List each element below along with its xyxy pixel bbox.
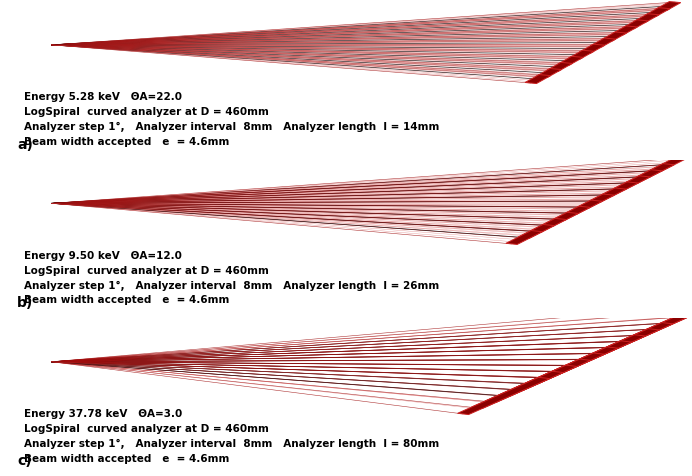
Bar: [650, 158, 686, 172]
Bar: [540, 341, 632, 378]
Bar: [568, 51, 594, 60]
Bar: [594, 317, 686, 354]
Text: Analyzer step 1°,   Analyzer interval  8mm   Analyzer length  l = 14mm: Analyzer step 1°, Analyzer interval 8mm …: [24, 122, 439, 132]
Bar: [518, 225, 554, 239]
Bar: [526, 347, 618, 384]
Bar: [590, 39, 616, 48]
Text: Beam width accepted   e  = 4.6mm: Beam width accepted e = 4.6mm: [24, 295, 229, 305]
Bar: [542, 213, 579, 227]
Text: Beam width accepted   e  = 4.6mm: Beam width accepted e = 4.6mm: [24, 137, 229, 147]
Bar: [578, 195, 614, 208]
Bar: [554, 335, 646, 372]
Bar: [547, 63, 572, 72]
Text: Energy 9.50 keV   ΘA=12.0: Energy 9.50 keV ΘA=12.0: [24, 250, 182, 260]
Bar: [614, 177, 650, 190]
Bar: [530, 219, 566, 233]
Bar: [512, 353, 604, 390]
Text: Analyzer step 1°,   Analyzer interval  8mm   Analyzer length  l = 80mm: Analyzer step 1°, Analyzer interval 8mm …: [24, 438, 439, 448]
Text: c): c): [17, 454, 32, 467]
Text: LogSpiral  curved analyzer at D = 460mm: LogSpiral curved analyzer at D = 460mm: [24, 265, 269, 275]
Bar: [579, 45, 605, 54]
Bar: [536, 69, 561, 78]
Bar: [471, 371, 563, 408]
Bar: [601, 33, 626, 42]
Bar: [608, 311, 692, 348]
Bar: [485, 366, 577, 403]
Bar: [457, 377, 549, 415]
Text: Energy 5.28 keV   ΘA=22.0: Energy 5.28 keV ΘA=22.0: [24, 92, 182, 102]
Bar: [602, 182, 638, 197]
Bar: [638, 164, 674, 178]
Text: b): b): [17, 295, 33, 309]
Text: Energy 37.78 keV   ΘA=3.0: Energy 37.78 keV ΘA=3.0: [24, 408, 182, 418]
Text: Beam width accepted   e  = 4.6mm: Beam width accepted e = 4.6mm: [24, 453, 229, 463]
Bar: [506, 231, 543, 245]
Bar: [567, 329, 659, 366]
Bar: [644, 9, 670, 18]
Bar: [633, 15, 659, 24]
Text: LogSpiral  curved analyzer at D = 460mm: LogSpiral curved analyzer at D = 460mm: [24, 423, 269, 433]
Bar: [558, 57, 583, 66]
Bar: [622, 305, 692, 342]
Bar: [525, 75, 551, 84]
Bar: [655, 2, 681, 11]
Bar: [623, 21, 648, 30]
Bar: [499, 359, 591, 397]
Text: LogSpiral  curved analyzer at D = 460mm: LogSpiral curved analyzer at D = 460mm: [24, 107, 269, 117]
Bar: [626, 170, 662, 184]
Bar: [554, 207, 590, 221]
Bar: [581, 323, 673, 360]
Bar: [612, 27, 637, 36]
Text: a): a): [17, 137, 33, 151]
Bar: [590, 188, 626, 202]
Text: Analyzer step 1°,   Analyzer interval  8mm   Analyzer length  l = 26mm: Analyzer step 1°, Analyzer interval 8mm …: [24, 280, 439, 290]
Bar: [566, 201, 602, 215]
